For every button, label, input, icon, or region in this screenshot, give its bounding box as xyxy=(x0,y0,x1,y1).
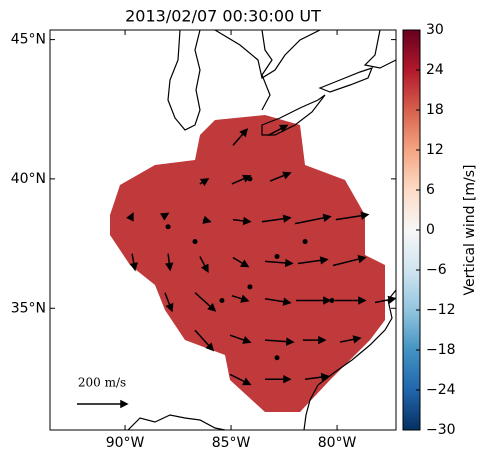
wind-arrow xyxy=(304,372,330,382)
wind-arrow xyxy=(334,296,367,305)
calm-point xyxy=(219,298,225,304)
wind-arrow xyxy=(264,337,295,346)
lake-ontario xyxy=(318,67,374,93)
colorbar-tick-label: 12 xyxy=(426,142,444,158)
wind-arrow xyxy=(202,215,212,224)
wind-arrow xyxy=(164,292,174,313)
wind-arrow xyxy=(229,373,252,386)
wind-arrow xyxy=(232,128,249,146)
wind-arrow xyxy=(129,253,138,272)
wind-arrow xyxy=(335,211,370,221)
wind-field xyxy=(110,115,385,412)
wind-arrow xyxy=(302,335,327,345)
y-tick-label: 35°N xyxy=(11,300,46,316)
wind-arrow xyxy=(232,216,252,226)
colorbar-tick-label: −30 xyxy=(426,422,456,438)
wind-arrow xyxy=(264,375,292,384)
wind-arrow xyxy=(264,297,292,306)
east-coast xyxy=(303,30,396,430)
wind-arrow xyxy=(199,256,209,274)
calm-point xyxy=(247,284,253,290)
wind-arrow xyxy=(194,292,217,312)
colorbar-tick-label: −24 xyxy=(426,382,456,398)
y-tick-label: 40°N xyxy=(11,171,46,187)
colorbar-label: Vertical wind [m/s] xyxy=(462,165,478,296)
calm-point xyxy=(329,298,335,304)
colorbar-tick-label: 0 xyxy=(426,222,435,238)
wind-arrow xyxy=(232,256,250,268)
wind-arrow xyxy=(295,296,332,305)
gulf-coast xyxy=(127,414,226,430)
wind-arrow xyxy=(269,171,292,182)
calm-point xyxy=(247,176,253,182)
map-frame xyxy=(49,29,397,431)
wind-arrow xyxy=(297,256,329,265)
wind-arrow xyxy=(231,294,250,303)
wind-arrow xyxy=(160,212,170,221)
wind-arrow xyxy=(294,213,332,225)
x-tick-label: 85°W xyxy=(212,435,251,451)
calm-point xyxy=(302,239,308,245)
coastlines xyxy=(127,30,396,430)
arrows xyxy=(77,124,397,409)
calm-point xyxy=(274,254,280,260)
lake-huron xyxy=(214,30,321,111)
calm-point xyxy=(165,224,171,230)
wind-arrow xyxy=(332,255,367,267)
colorbar-tick-label: 6 xyxy=(426,182,435,198)
y-tick-label: 45°N xyxy=(11,32,46,48)
wind-arrow xyxy=(264,258,294,268)
x-tick-label: 80°W xyxy=(318,435,357,451)
lake-michigan xyxy=(167,30,201,131)
wind-arrow xyxy=(165,253,174,272)
colorbar-tick-label: 18 xyxy=(426,102,444,118)
wind-arrow xyxy=(199,178,210,187)
wind-arrow xyxy=(126,212,134,222)
colorbar-tick-label: 30 xyxy=(426,22,444,38)
colorbar-tick-label: 24 xyxy=(426,62,444,78)
colorbar-tick-label: −6 xyxy=(426,262,447,278)
key-arrow xyxy=(77,399,129,409)
wind-arrow xyxy=(339,335,362,344)
colorbar-tick-label: −18 xyxy=(426,342,456,358)
colorbar-tick-label: −12 xyxy=(426,302,456,318)
wind-arrow xyxy=(261,214,292,223)
calm-point xyxy=(192,239,198,245)
wind-arrow xyxy=(374,295,397,304)
x-tick-label: 90°W xyxy=(106,435,145,451)
wind-arrow xyxy=(194,329,215,352)
wind-arrow xyxy=(267,124,289,137)
chart-title: 2013/02/07 00:30:00 UT xyxy=(125,7,321,26)
key-label: 200 m/s xyxy=(78,376,126,390)
calm-point xyxy=(274,355,280,361)
wind-arrow xyxy=(229,334,252,344)
